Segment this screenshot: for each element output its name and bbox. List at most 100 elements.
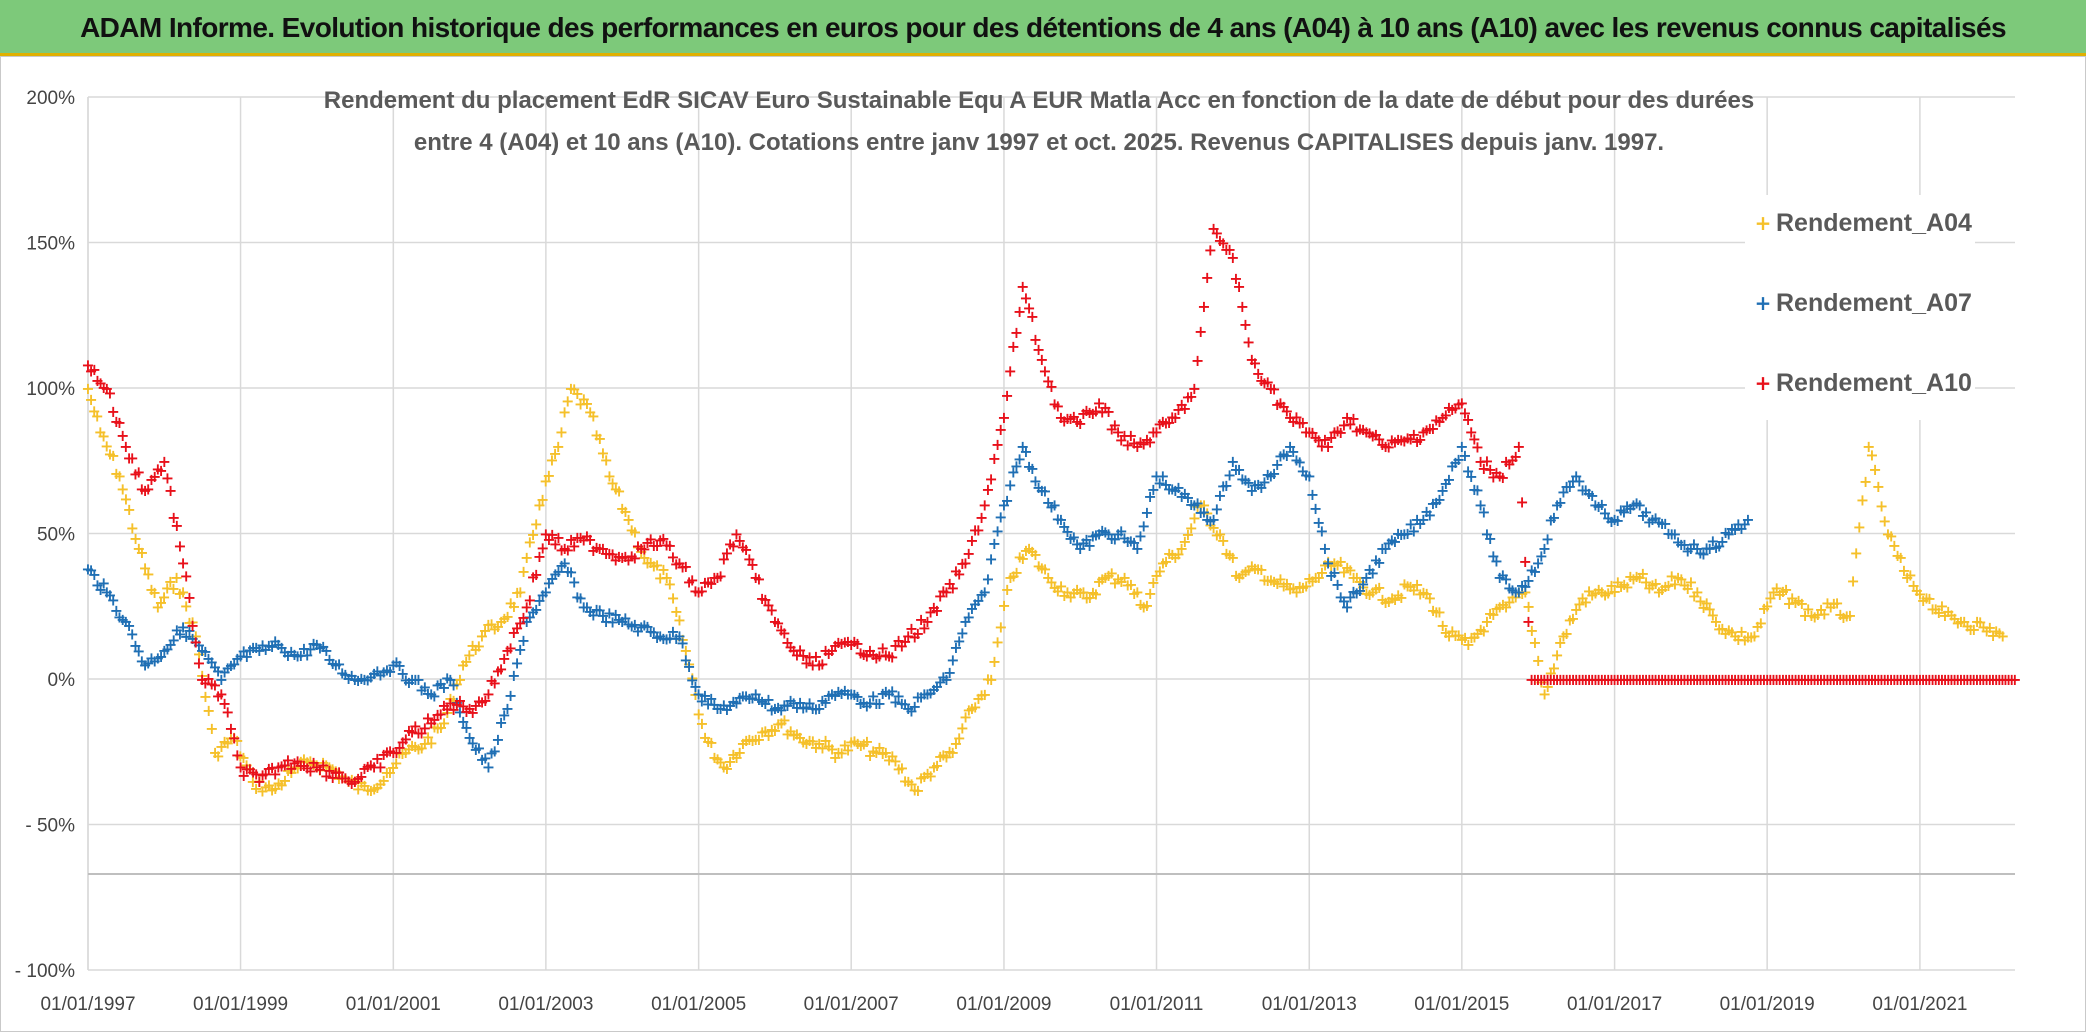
point-Rendement_A07: + — [975, 585, 988, 604]
point-Rendement_A07: + — [892, 687, 905, 706]
point-Rendement_A07: + — [1045, 497, 1058, 516]
point-Rendement_A07: + — [380, 661, 393, 680]
point-Rendement_A04: + — [1554, 633, 1567, 652]
point-Rendement_A07: + — [1264, 466, 1277, 485]
point-Rendement_A07: + — [313, 638, 326, 657]
point-Rendement_A04: + — [1515, 584, 1528, 603]
point-Rendement_A04: + — [1996, 626, 2009, 645]
point-Rendement_A07: + — [650, 628, 663, 647]
point-Rendement_A04: + — [886, 746, 899, 765]
point-Rendement_A04: + — [1496, 595, 1509, 614]
point-Rendement_A04: + — [552, 437, 565, 456]
point-Rendement_A07: + — [167, 630, 180, 649]
point-Rendement_A07: + — [316, 637, 329, 656]
point-Rendement_A04: + — [1709, 612, 1722, 631]
point-Rendement_A07: + — [126, 625, 139, 644]
legend-marker-a04: + — [1755, 211, 1772, 235]
point-Rendement_A04: + — [985, 670, 998, 689]
point-Rendement_A04: + — [1474, 620, 1487, 639]
point-Rendement_A04: + — [1897, 561, 1910, 580]
point-Rendement_A04: + — [1483, 604, 1496, 623]
point-Rendement_A04: + — [399, 743, 412, 762]
point-Rendement_A04: + — [1649, 574, 1662, 593]
point-Rendement_A07: + — [835, 684, 848, 703]
point-Rendement_A10: + — [1200, 268, 1213, 287]
point-Rendement_A04: + — [670, 602, 683, 621]
point-Rendement_A04: + — [1267, 572, 1280, 591]
point-Rendement_A07: + — [291, 647, 304, 666]
point-Rendement_A04: + — [1700, 594, 1713, 613]
point-Rendement_A07: + — [552, 562, 565, 581]
point-Rendement_A07: + — [1376, 539, 1389, 558]
point-Rendement_A07: + — [593, 601, 606, 620]
point-Rendement_A07: + — [100, 583, 113, 602]
point-Rendement_A04: + — [746, 731, 759, 750]
point-Rendement_A04: + — [463, 645, 476, 664]
point-Rendement_A10: + — [164, 481, 177, 500]
point-Rendement_A07: + — [1649, 509, 1662, 528]
point-Rendement_A07: + — [1442, 470, 1455, 489]
point-Rendement_A07: + — [781, 696, 794, 715]
point-Rendement_A04: + — [1184, 519, 1197, 538]
point-Rendement_A04: + — [1344, 560, 1357, 579]
y-tick-label: - 50% — [25, 816, 75, 837]
point-Rendement_A10: + — [1191, 351, 1204, 370]
point-Rendement_A04: + — [1990, 621, 2003, 640]
y-tick-label: 150% — [26, 234, 75, 255]
point-Rendement_A04: + — [628, 522, 641, 541]
point-Rendement_A04: + — [1156, 554, 1169, 573]
point-Rendement_A04: + — [1204, 516, 1217, 535]
point-Rendement_A04: + — [809, 738, 822, 757]
point-Rendement_A04: + — [1636, 564, 1649, 583]
point-Rendement_A07: + — [1299, 465, 1312, 484]
point-Rendement_A10: + — [173, 536, 186, 555]
point-Rendement_A04: + — [930, 756, 943, 775]
point-Rendement_A07: + — [1728, 520, 1741, 539]
point-Rendement_A04: + — [1385, 589, 1398, 608]
point-Rendement_A04: + — [860, 732, 873, 751]
point-Rendement_A04: + — [1430, 602, 1443, 621]
point-Rendement_A04: + — [679, 641, 692, 660]
point-Rendement_A07: + — [1525, 561, 1538, 580]
point-Rendement_A04: + — [1131, 583, 1144, 602]
point-Rendement_A07: + — [183, 621, 196, 640]
point-Rendement_A04: + — [1818, 605, 1831, 624]
point-Rendement_A07: + — [253, 641, 266, 660]
point-Rendement_A04: + — [673, 610, 686, 629]
point-Rendement_A07: + — [1004, 475, 1017, 494]
point-Rendement_A07: + — [450, 693, 463, 712]
point-Rendement_A04: + — [902, 772, 915, 791]
point-Rendement_A04: + — [1605, 576, 1618, 595]
point-Rendement_A04: + — [914, 769, 927, 788]
point-Rendement_A04: + — [1923, 589, 1936, 608]
point-Rendement_A04: + — [1541, 677, 1554, 696]
point-Rendement_A04: + — [1067, 583, 1080, 602]
point-Rendement_A04: + — [1938, 606, 1951, 625]
point-Rendement_A04: + — [1398, 574, 1411, 593]
point-Rendement_A07: + — [1560, 477, 1573, 496]
point-Rendement_A07: + — [1165, 480, 1178, 499]
point-Rendement_A04: + — [1694, 591, 1707, 610]
point-Rendement_A04: + — [1299, 576, 1312, 595]
point-Rendement_A04: + — [256, 781, 269, 800]
point-Rendement_A07: + — [1239, 471, 1252, 490]
point-Rendement_A07: + — [1026, 459, 1039, 478]
point-Rendement_A04: + — [660, 568, 673, 587]
point-Rendement_A04: + — [784, 722, 797, 741]
x-tick-label: 01/01/1997 — [40, 994, 135, 1015]
point-Rendement_A07: + — [1675, 535, 1688, 554]
point-Rendement_A07: + — [1083, 536, 1096, 555]
point-Rendement_A07: + — [409, 670, 422, 689]
point-Rendement_A07: + — [1054, 510, 1067, 529]
point-Rendement_A07: + — [176, 618, 189, 637]
point-Rendement_A04: + — [1191, 497, 1204, 516]
point-Rendement_A07: + — [1719, 523, 1732, 542]
point-Rendement_A04: + — [781, 725, 794, 744]
point-Rendement_A04: + — [1846, 571, 1859, 590]
point-Rendement_A07: + — [918, 685, 931, 704]
point-Rendement_A04: + — [1077, 583, 1090, 602]
point-Rendement_A07: + — [281, 646, 294, 665]
point-Rendement_A04: + — [1010, 563, 1023, 582]
point-Rendement_A04: + — [523, 533, 536, 552]
point-Rendement_A07: + — [882, 685, 895, 704]
